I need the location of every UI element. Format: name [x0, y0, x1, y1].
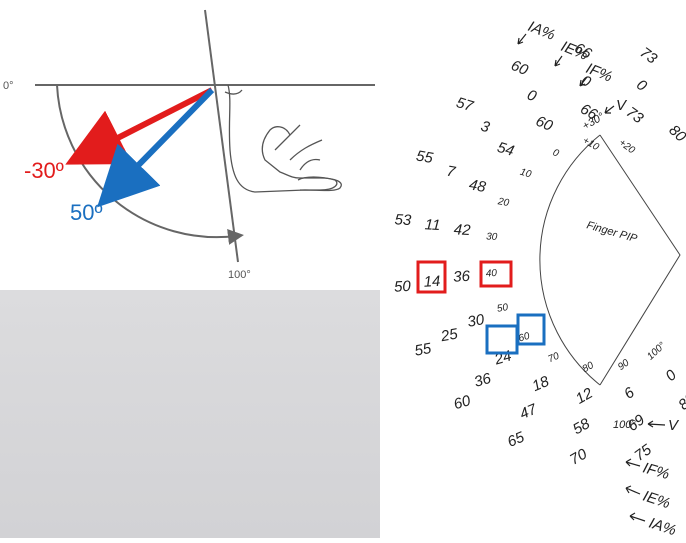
scale-row-1-ie: 0	[633, 76, 650, 95]
blue-arrow	[97, 87, 215, 208]
scale-row-10-deg: 70	[546, 351, 561, 366]
scale-row-3-if: 60	[533, 113, 556, 135]
scale-row-8-if: 30	[466, 311, 486, 331]
scale-row-6-ie: 11	[424, 216, 441, 234]
scale-row-8-deg: 50	[496, 302, 509, 315]
scale-row-12-ie: 69	[624, 411, 648, 435]
scale-row-5-ie: 7	[445, 163, 457, 181]
scale-row-11-ie: 58	[570, 415, 593, 438]
finger-angle-svg: 0° 100° -30º 50º	[3, 9, 375, 281]
scale-row-9-ie: 36	[472, 370, 493, 391]
scale-row-11-ia: 70	[567, 445, 590, 468]
scale-row-4-ie: 3	[479, 118, 492, 137]
header-ia-top: IA%	[526, 18, 558, 44]
scale-row-13-ie: 80	[675, 389, 686, 413]
scale-row-9-if: 24	[492, 347, 514, 368]
finger-axis-line	[204, 9, 239, 263]
scale-row-2-ia: 66	[571, 40, 594, 63]
scale-row-3-deg: 0	[551, 147, 561, 159]
hundred-degree-label: 100°	[228, 269, 251, 281]
header-ie-bottom: IE%	[641, 488, 672, 513]
scale-row-12-if: 6	[621, 384, 638, 403]
finger-pip-svg: Finger PIP IA% IE% IF% V +30° 100° V IF%…	[394, 18, 686, 539]
scale-row-2-if: 66	[577, 100, 600, 123]
header-v-bottom: V	[668, 417, 680, 434]
scale-row-1-ia: 73	[637, 44, 661, 68]
scale-row-7-ia: 50	[394, 278, 412, 296]
scale-row-0-if: 80	[665, 122, 686, 146]
header-v-top: V	[616, 97, 628, 114]
finger-pip-label: Finger PIP	[585, 219, 639, 245]
scale-row-10-ia: 65	[505, 428, 528, 450]
top-header-arrows	[517, 33, 615, 114]
pip-wedge	[539, 134, 681, 386]
scale-row-9-ia: 60	[452, 392, 473, 413]
bottom-header-arrows	[625, 420, 666, 522]
header-hundred-bottom: 100°	[613, 419, 636, 431]
scale-row-3-ie: 0	[525, 86, 540, 105]
scale-row-4-if: 54	[495, 139, 516, 160]
scale-row-1-deg: +20	[617, 137, 638, 156]
scale-row-6-deg: 30	[486, 231, 498, 243]
scale-row-5-deg: 20	[496, 196, 510, 209]
scale-row-7-if: 36	[453, 268, 471, 286]
red-arrow	[65, 87, 214, 165]
scale-row-8-ie: 25	[439, 325, 460, 345]
scale-row-13-if: 0	[662, 366, 680, 385]
scale-row-12-deg: 90	[616, 357, 632, 373]
header-ia-bottom: IA%	[647, 515, 678, 538]
scale-row-6-if: 42	[453, 221, 471, 239]
scale-row-1-if: 73	[623, 104, 647, 128]
finger-angle-diagram: 0° 100° -30º 50º	[0, 0, 380, 290]
scale-row-2-ie: 0	[578, 72, 594, 91]
scale-row-5-if: 48	[468, 176, 488, 196]
scale-row-7-ie: 14	[423, 273, 441, 291]
scale-row-6-ia: 53	[394, 211, 412, 229]
blue-angle-label: 50º	[70, 200, 103, 225]
scale-row-11-deg: 80	[581, 360, 596, 375]
scale-row-9-deg: 60	[517, 331, 531, 345]
scale-row-8-ia: 55	[413, 340, 433, 360]
header-if-bottom: IF%	[641, 460, 671, 484]
top-header: IA% IE% IF% V +30°	[526, 18, 628, 133]
bottom-header: 100° V IF% IE% IA%	[613, 417, 680, 539]
scale-row-5-ia: 55	[415, 147, 435, 167]
red-highlight-if	[416, 260, 447, 294]
scale-row-10-if: 18	[530, 373, 553, 395]
scale-row-11-if: 12	[573, 384, 596, 407]
finger-sketch	[224, 84, 342, 193]
finger-pip-scale: Finger PIP IA% IE% IF% V +30° 100° V IF%…	[380, 0, 686, 539]
scale-row-4-ia: 57	[454, 94, 475, 115]
red-highlight-deg	[479, 260, 513, 288]
scale-row-7-deg: 40	[485, 268, 497, 280]
scale-row-10-ie: 47	[517, 401, 540, 423]
blank-gray-panel	[0, 290, 380, 538]
red-angle-label: -30º	[24, 158, 64, 183]
scale-row-4-deg: 10	[519, 167, 533, 181]
zero-degree-label: 0°	[3, 80, 14, 92]
scale-row-3-ia: 60	[508, 57, 531, 79]
blue-highlight-deg	[516, 313, 546, 346]
scale-row-13-deg: 100°	[645, 340, 668, 362]
